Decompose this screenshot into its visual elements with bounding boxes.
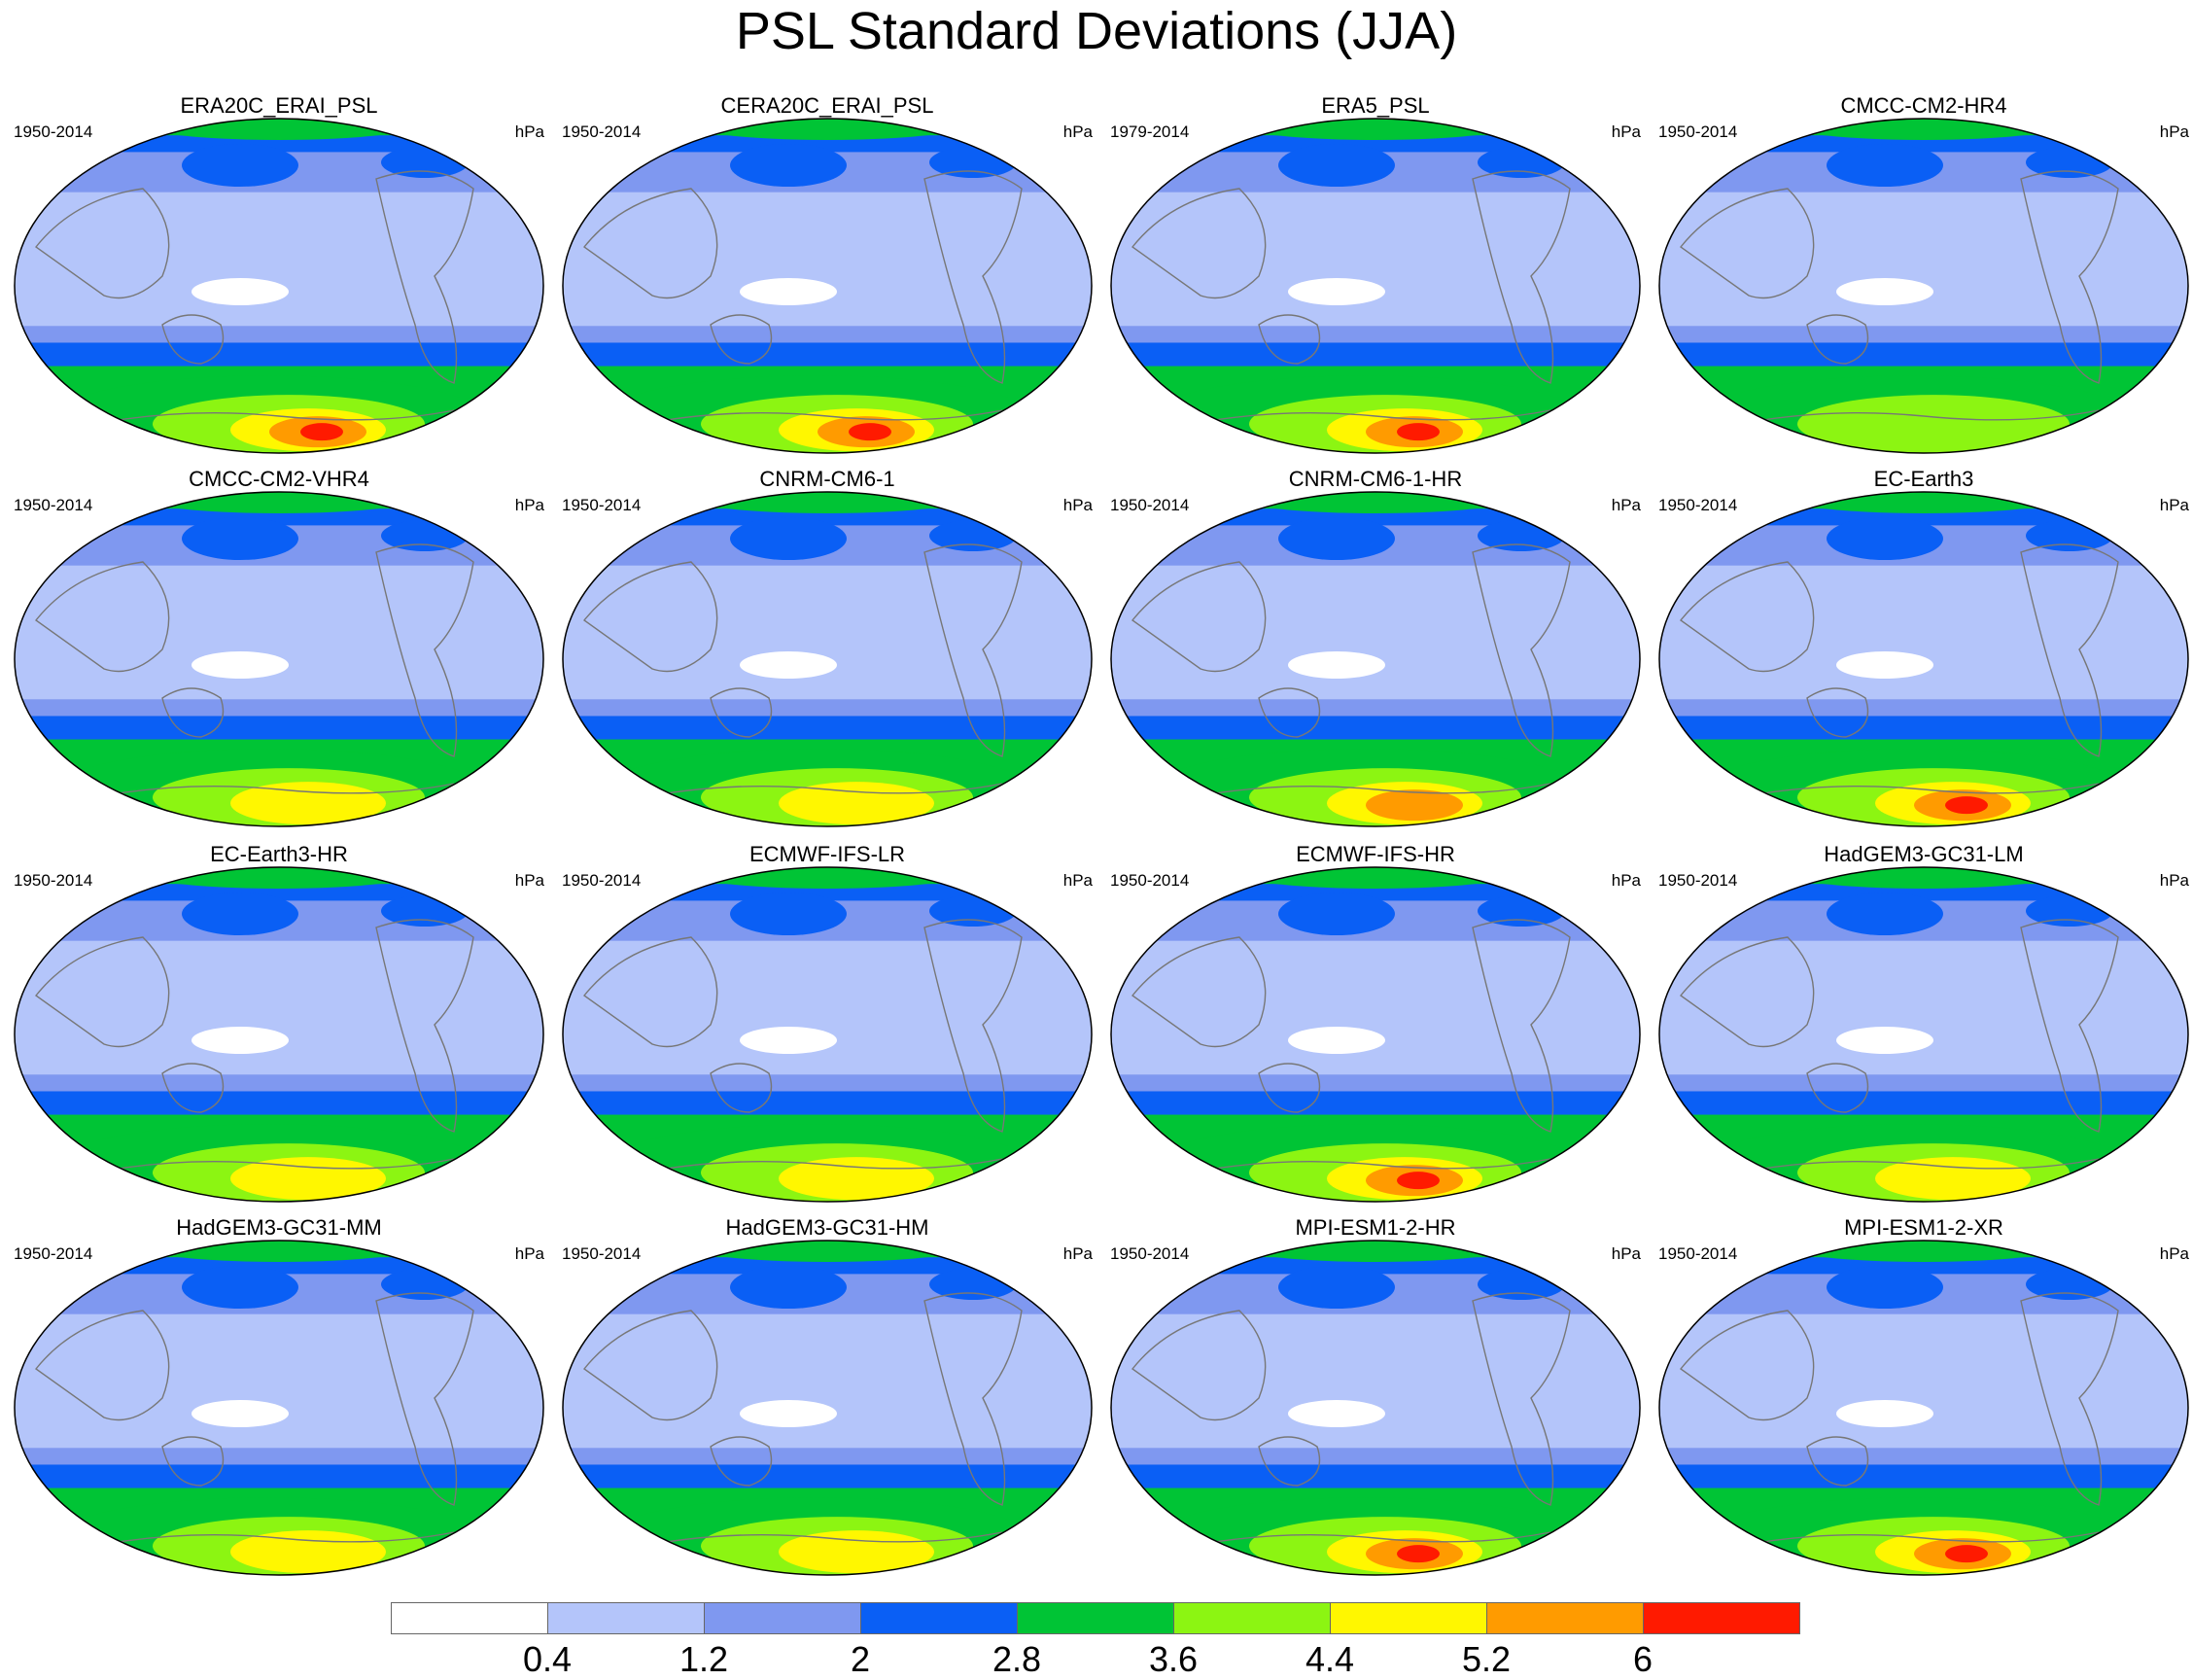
map-panel: HadGEM3-GC31-HM 1950-2014 hPa (554, 1215, 1100, 1587)
colorbar-swatch (1330, 1602, 1487, 1634)
panel-title: CNRM-CM6-1-HR (1288, 467, 1463, 491)
panel-units: hPa (2159, 1244, 2189, 1263)
panel-units: hPa (1611, 496, 1641, 514)
map-panel: ERA20C_ERAI_PSL 1950-2014 hPa (6, 93, 552, 465)
panel-period: 1950-2014 (562, 871, 642, 890)
figure-title: PSL Standard Deviations (JJA) (735, 2, 1458, 60)
robinson-map (14, 491, 544, 827)
panel-period: 1950-2014 (14, 496, 93, 514)
panel-period: 1950-2014 (14, 1244, 93, 1263)
colorbar-tick-label: 2.8 (992, 1639, 1042, 1679)
panel-period: 1950-2014 (1110, 496, 1190, 514)
panel-units: hPa (1611, 1244, 1641, 1263)
robinson-map (562, 1240, 1093, 1576)
map-panel: MPI-ESM1-2-XR 1950-2014 hPa (1651, 1215, 2193, 1587)
robinson-map (1658, 866, 2189, 1203)
panel-period: 1950-2014 (562, 122, 642, 141)
robinson-map (1110, 491, 1641, 827)
map-panel: HadGEM3-GC31-LM 1950-2014 hPa (1651, 842, 2193, 1213)
colorbar-swatch (1173, 1602, 1331, 1634)
robinson-map (1110, 1240, 1641, 1576)
robinson-map (562, 866, 1093, 1203)
panel-period: 1950-2014 (14, 122, 93, 141)
panel-period: 1950-2014 (14, 871, 93, 890)
colorbar-tick-label: 0.4 (522, 1639, 573, 1679)
map-panel: CNRM-CM6-1 1950-2014 hPa (554, 467, 1100, 838)
colorbar-swatch (1643, 1602, 1800, 1634)
panel-period: 1950-2014 (1110, 1244, 1190, 1263)
panel-period: 1950-2014 (1658, 122, 1738, 141)
panel-period: 1979-2014 (1110, 122, 1190, 141)
map-panel: ECMWF-IFS-HR 1950-2014 hPa (1102, 842, 1649, 1213)
panel-period: 1950-2014 (1110, 871, 1190, 890)
robinson-map (14, 866, 544, 1203)
robinson-map (14, 118, 544, 454)
panel-units: hPa (514, 496, 544, 514)
colorbar-swatch (547, 1602, 705, 1634)
colorbar-tick-label: 3.6 (1148, 1639, 1199, 1679)
robinson-map (14, 1240, 544, 1576)
panel-title: EC-Earth3-HR (210, 842, 348, 866)
panel-title: MPI-ESM1-2-XR (1844, 1215, 2003, 1240)
panel-title: HadGEM3-GC31-LM (1824, 842, 2024, 866)
map-panel: HadGEM3-GC31-MM 1950-2014 hPa (6, 1215, 552, 1587)
map-panel: CERA20C_ERAI_PSL 1950-2014 hPa (554, 93, 1100, 465)
robinson-map (1658, 1240, 2189, 1576)
panel-title: EC-Earth3 (1873, 467, 1974, 491)
panel-title: CNRM-CM6-1 (759, 467, 895, 491)
colorbar-swatch (704, 1602, 861, 1634)
colorbar-swatch (1486, 1602, 1644, 1634)
map-panel: EC-Earth3 1950-2014 hPa (1651, 467, 2193, 838)
colorbar-tick-label: 6 (1632, 1639, 1653, 1679)
panel-period: 1950-2014 (562, 496, 642, 514)
panel-units: hPa (2159, 496, 2189, 514)
panel-units: hPa (514, 871, 544, 890)
panel-title: ERA20C_ERAI_PSL (180, 93, 378, 118)
panel-title: CERA20C_ERAI_PSL (720, 93, 934, 118)
panel-units: hPa (1611, 122, 1641, 141)
colorbar-tick-label: 1.2 (679, 1639, 729, 1679)
map-panel: CNRM-CM6-1-HR 1950-2014 hPa (1102, 467, 1649, 838)
panel-period: 1950-2014 (1658, 496, 1738, 514)
panel-period: 1950-2014 (1658, 1244, 1738, 1263)
panel-units: hPa (1062, 496, 1093, 514)
panel-units: hPa (514, 1244, 544, 1263)
panel-title: ECMWF-IFS-LR (748, 842, 906, 866)
panel-units: hPa (2159, 871, 2189, 890)
map-panel: EC-Earth3-HR 1950-2014 hPa (6, 842, 552, 1213)
robinson-map (1110, 118, 1641, 454)
robinson-map (562, 118, 1093, 454)
map-panel: CMCC-CM2-HR4 1950-2014 hPa (1651, 93, 2193, 465)
robinson-map (1110, 866, 1641, 1203)
map-panel: MPI-ESM1-2-HR 1950-2014 hPa (1102, 1215, 1649, 1587)
panel-units: hPa (1611, 871, 1641, 890)
panel-title: MPI-ESM1-2-HR (1295, 1215, 1456, 1240)
panel-units: hPa (1062, 871, 1093, 890)
panel-units: hPa (2159, 122, 2189, 141)
panel-units: hPa (514, 122, 544, 141)
colorbar-tick-label: 5.2 (1461, 1639, 1512, 1679)
map-panel: ECMWF-IFS-LR 1950-2014 hPa (554, 842, 1100, 1213)
colorbar-tick-label: 2 (850, 1639, 871, 1679)
colorbar-tick-label: 4.4 (1305, 1639, 1355, 1679)
colorbar-swatch (1017, 1602, 1174, 1634)
panel-units: hPa (1062, 1244, 1093, 1263)
panel-title: CMCC-CM2-HR4 (1840, 93, 2007, 118)
panel-period: 1950-2014 (562, 1244, 642, 1263)
robinson-map (1658, 491, 2189, 827)
panel-title: CMCC-CM2-VHR4 (189, 467, 369, 491)
panel-units: hPa (1062, 122, 1093, 141)
map-panel: CMCC-CM2-VHR4 1950-2014 hPa (6, 467, 552, 838)
panel-title: HadGEM3-GC31-MM (176, 1215, 382, 1240)
robinson-map (1658, 118, 2189, 454)
colorbar-swatch (860, 1602, 1018, 1634)
panel-period: 1950-2014 (1658, 871, 1738, 890)
panel-title: ERA5_PSL (1321, 93, 1430, 118)
map-panel: ERA5_PSL 1979-2014 hPa (1102, 93, 1649, 465)
panel-title: HadGEM3-GC31-HM (725, 1215, 929, 1240)
robinson-map (562, 491, 1093, 827)
colorbar-swatch (391, 1602, 548, 1634)
panel-title: ECMWF-IFS-HR (1296, 842, 1455, 866)
